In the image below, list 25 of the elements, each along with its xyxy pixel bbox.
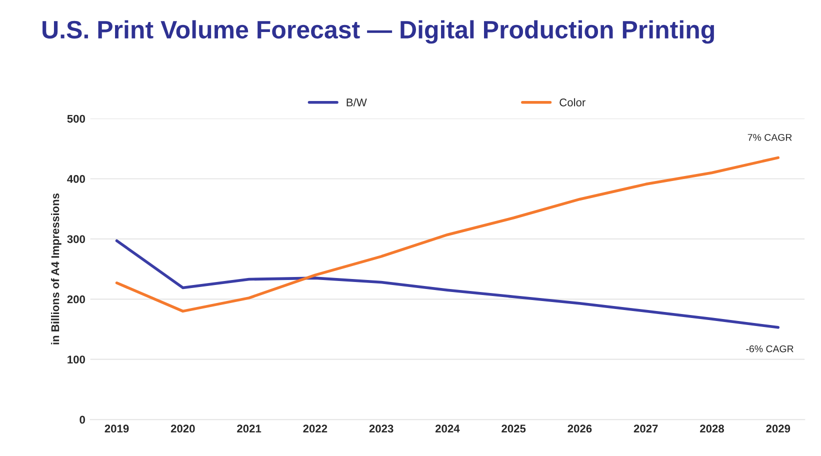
x-tick-label: 2027 (634, 424, 658, 433)
x-tick-label: 2022 (303, 424, 328, 433)
legend-label: Color (560, 98, 586, 106)
y-tick-label: 500 (67, 114, 85, 123)
line-series (115, 239, 780, 329)
y-axis-title: in Billions of A4 Impressions (51, 193, 62, 344)
y-tick-label: 200 (67, 295, 85, 304)
x-tick-label: 2023 (369, 424, 394, 433)
y-tick-label: 0 (80, 416, 85, 424)
x-tick-label: 2024 (435, 424, 460, 433)
x-tick-label: 2029 (766, 424, 790, 433)
x-tick-label: 2021 (237, 424, 262, 433)
legend-label: B/W (346, 98, 367, 106)
line-series (115, 156, 780, 313)
y-tick-label: 300 (67, 235, 85, 244)
x-tick-label: 2028 (700, 424, 724, 433)
annotation: -6% CAGR (746, 345, 794, 352)
x-tick-label: 2026 (568, 424, 592, 433)
annotation: 7% CAGR (748, 134, 792, 141)
x-tick-label: 2020 (170, 424, 195, 433)
x-tick-label: 2019 (104, 424, 129, 433)
y-tick-label: 100 (68, 356, 85, 364)
x-tick-label: 2025 (502, 424, 526, 433)
y-tick-label: 400 (67, 175, 85, 183)
chart-title: U.S. Print Volume Forecast — Digital Production Printing (42, 20, 714, 44)
